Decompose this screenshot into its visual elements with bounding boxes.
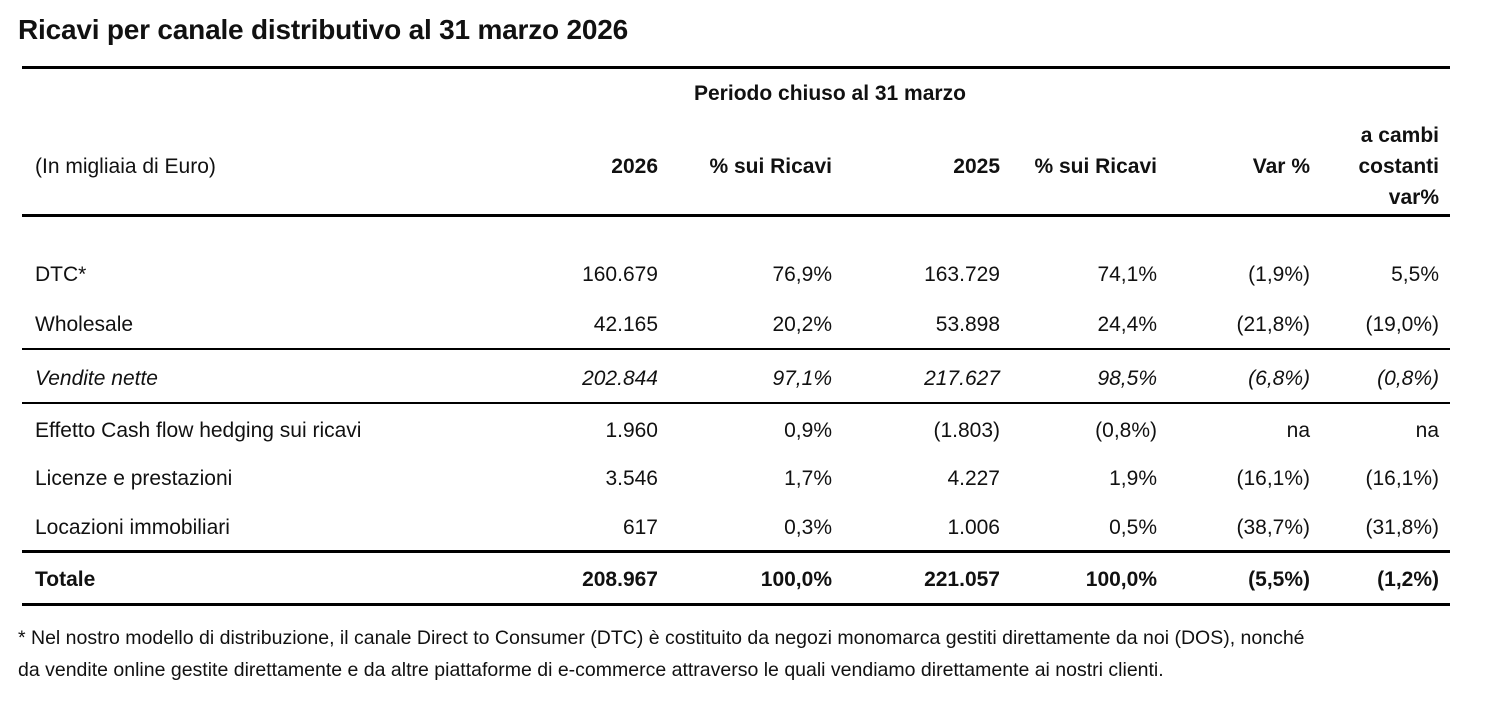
cell-var: (1,9%) [1248,263,1310,286]
cell-2025: 221.057 [924,568,1000,591]
cell-2025: 53.898 [935,313,1000,336]
cell-cambi: na [1415,419,1439,442]
row-label: Totale [35,568,96,591]
cell-2025: 217.627 [924,367,1000,390]
subtotal-top-rule [22,348,1450,350]
cell-pct-2026: 97,1% [772,367,832,390]
total-top-rule [22,550,1450,553]
row-label: Wholesale [35,313,134,336]
cell-2026: 3.546 [605,467,658,490]
cell-2026: 160.679 [582,263,658,286]
cell-var: (21,8%) [1236,313,1310,336]
cell-pct-2026: 0,3% [784,516,832,539]
unit-header: (In migliaia di Euro) [35,155,216,178]
cell-2025: 163.729 [924,263,1000,286]
cell-2025: 1.006 [947,516,1000,539]
period-header: Periodo chiuso al 31 marzo [694,82,966,105]
row-label: Effetto Cash flow hedging sui ricavi [35,419,362,442]
cell-pct-2025: 74,1% [1097,263,1157,286]
cell-2025: 4.227 [947,467,1000,490]
cell-pct-2026: 20,2% [772,313,832,336]
cell-pct-2026: 100,0% [760,568,832,591]
cell-pct-2026: 1,7% [784,467,832,490]
table-bottom-rule [22,603,1450,606]
cell-pct-2025: 1,9% [1109,467,1157,490]
cell-cambi: (19,0%) [1365,313,1439,336]
cell-cambi: (16,1%) [1365,467,1439,490]
cell-pct-2025: 100,0% [1085,568,1157,591]
row-label: DTC* [35,263,87,286]
col-header-var: Var % [1252,155,1310,178]
cell-2026: 617 [622,516,658,539]
cell-pct-2026: 76,9% [772,263,832,286]
row-label: Licenze e prestazioni [35,467,233,490]
cell-var: (38,7%) [1236,516,1310,539]
cell-pct-2025: 24,4% [1097,313,1157,336]
cell-pct-2025: 0,5% [1109,516,1157,539]
col-header-cambi-line: a cambi [1360,124,1439,147]
cell-cambi: (31,8%) [1365,516,1439,539]
cell-var: (5,5%) [1248,568,1310,591]
col-header-cambi: a cambi costanti var% [1358,120,1439,213]
footnote-line: * Nel nostro modello di distribuzione, i… [18,627,1305,649]
page-title: Ricavi per canale distributivo al 31 mar… [18,14,628,45]
col-header-pct-2025: % sui Ricavi [1034,155,1157,178]
header-bottom-rule [22,214,1450,217]
cell-cambi: (0,8%) [1377,367,1439,390]
row-label: Locazioni immobiliari [35,516,230,539]
footnote-line: da vendite online gestite direttamente e… [18,659,1164,681]
cell-var: (16,1%) [1236,467,1310,490]
row-label: Vendite nette [35,367,158,390]
cell-2026: 208.967 [582,568,658,591]
cell-2026: 202.844 [582,367,658,390]
cell-pct-2025: (0,8%) [1095,419,1157,442]
cell-2026: 1.960 [605,419,658,442]
cell-pct-2025: 98,5% [1097,367,1157,390]
cell-var: (6,8%) [1248,367,1310,390]
table-top-rule [22,66,1450,69]
cell-2026: 42.165 [593,313,658,336]
col-header-2026: 2026 [611,155,658,178]
subtotal-bottom-rule [22,402,1450,404]
col-header-pct-2026: % sui Ricavi [709,155,832,178]
footnote: * Nel nostro modello di distribuzione, i… [18,622,1478,686]
cell-pct-2026: 0,9% [784,419,832,442]
cell-cambi: (1,2%) [1377,568,1439,591]
col-header-cambi-line: var% [1388,186,1439,209]
cell-cambi: 5,5% [1391,263,1439,286]
cell-var: na [1286,419,1310,442]
cell-2025: (1.803) [933,419,1000,442]
col-header-2025: 2025 [953,155,1000,178]
col-header-cambi-line: costanti [1358,155,1439,178]
